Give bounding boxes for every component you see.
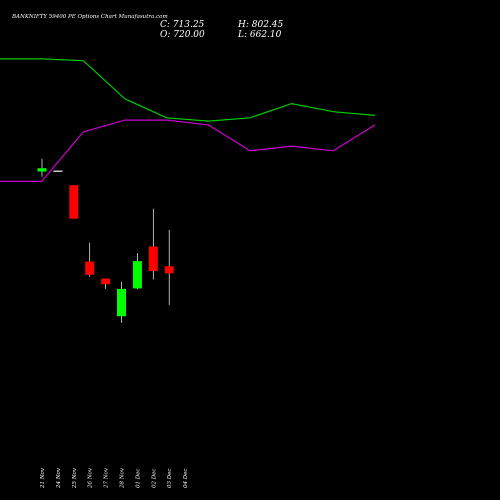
candle-body: [132, 261, 142, 289]
candle: [85, 242, 95, 277]
candle-body: [101, 278, 111, 285]
candle-body: [37, 168, 47, 172]
low-value: L: 662.10: [237, 30, 282, 40]
x-tick-label: 24 Nov: [56, 467, 62, 489]
magenta-indicator-line: [0, 119, 376, 182]
x-tick-label: 04 Dec: [183, 469, 189, 489]
x-tick-label: 03 Dec: [167, 469, 173, 489]
x-tick-label: 21 Nov: [40, 467, 46, 489]
candle-body: [53, 170, 63, 172]
x-tick-label: 01 Dec: [135, 469, 141, 489]
candle: [53, 170, 63, 172]
candle: [164, 229, 174, 305]
candle: [148, 208, 158, 280]
candle-body: [148, 246, 158, 271]
candle: [37, 158, 47, 177]
candles: [37, 158, 174, 323]
candle-body: [69, 185, 79, 219]
x-axis-labels: 21 Nov 24 Nov 25 Nov 26 Nov 27 Nov 28 Nov 01 D…: [40, 467, 189, 489]
x-tick-label: 27 Nov: [104, 467, 110, 489]
candle: [132, 253, 142, 290]
close-value: C: 713.25: [160, 20, 205, 30]
chart-title: BANKNIFTY 59400 PE Options Chart Munafas…: [11, 14, 168, 20]
open-value: O: 720.00: [160, 30, 205, 40]
candle-body: [164, 266, 174, 274]
high-value: H: 802.45: [237, 20, 284, 30]
x-tick-label: 02 Dec: [151, 469, 157, 489]
x-tick-label: 26 Nov: [88, 467, 94, 489]
candle-body: [85, 261, 95, 275]
candle: [101, 278, 111, 289]
candle: [69, 185, 79, 219]
green-indicator-line: [0, 58, 376, 122]
x-tick-label: 28 Nov: [120, 467, 126, 489]
candle-body: [117, 288, 126, 317]
candle: [117, 281, 126, 323]
x-tick-label: 25 Nov: [72, 467, 78, 489]
indicator-lines: [0, 58, 376, 182]
